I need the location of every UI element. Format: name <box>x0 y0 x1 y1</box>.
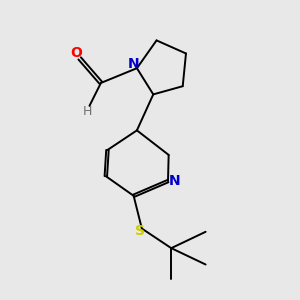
Text: N: N <box>169 174 180 188</box>
Text: H: H <box>83 105 92 118</box>
Text: S: S <box>135 224 145 238</box>
Text: N: N <box>128 57 140 71</box>
Text: O: O <box>70 46 82 61</box>
